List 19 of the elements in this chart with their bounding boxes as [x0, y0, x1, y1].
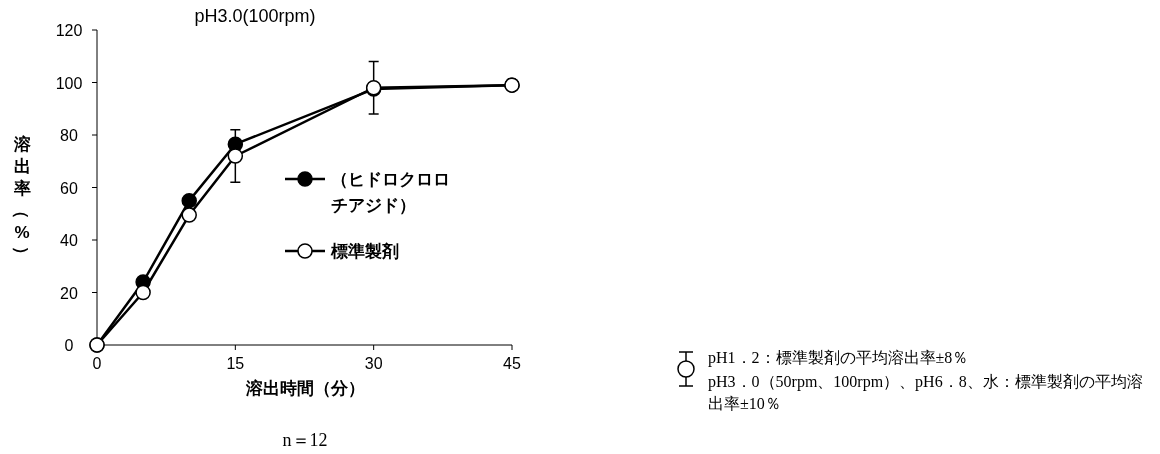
y-tick-label: 0	[64, 337, 74, 354]
y-tick-label: 40	[60, 232, 78, 249]
legend-label: 標準製剤	[330, 242, 399, 261]
text: n＝12	[282, 430, 328, 450]
text: pH3．0（50rpm、100rpm）、pH6．8、水：標準製剤の平均溶出率±10％	[708, 373, 1143, 412]
x-tick-label: 45	[503, 355, 521, 372]
y-tick-label: 120	[55, 22, 83, 39]
y-tick-label: 100	[55, 74, 83, 92]
y-axis-title: 溶出率（%）	[12, 135, 31, 263]
x-tick-label: 0	[92, 355, 102, 372]
chart-title: pH3.0(100rpm)	[194, 6, 316, 26]
y-tick-label: 60	[60, 179, 78, 197]
text: pH1．2：標準製剤の平均溶出率±8％	[708, 349, 969, 367]
x-tick-label: 30	[364, 355, 383, 372]
y-tick-label: 20	[60, 284, 78, 302]
x-axis-title: 溶出時間（分）	[244, 379, 365, 398]
y-tick-label: 80	[60, 127, 78, 144]
legend-label: （ヒドロクロロチアジド）	[331, 170, 450, 215]
x-tick-label: 15	[226, 355, 245, 372]
